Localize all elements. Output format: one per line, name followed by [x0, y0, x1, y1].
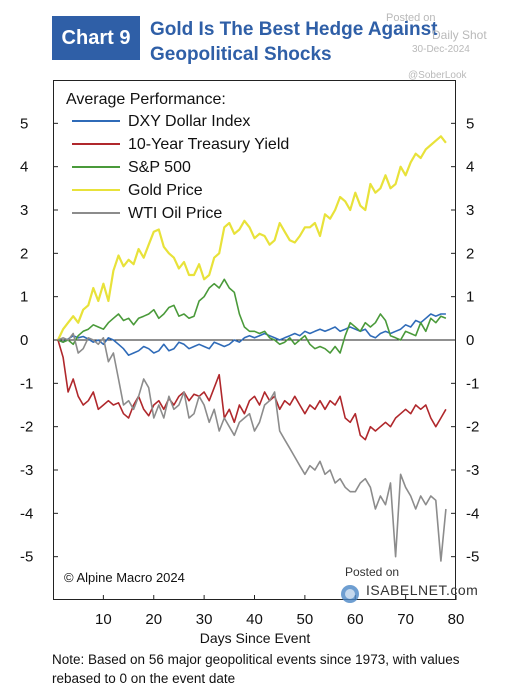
watermark-daily-shot: Daily Shot [432, 28, 487, 42]
y-tick-label-right: -1 [466, 375, 479, 392]
y-tick-label-right: 3 [466, 202, 474, 219]
x-tick-label: 20 [145, 611, 162, 628]
chart-title: Gold Is The Best Hedge Against Geopoliti… [150, 19, 438, 65]
chart-number-badge: Chart 9 [52, 16, 140, 60]
y-tick-label-right: 5 [466, 115, 474, 132]
watermark-date: 30-Dec-2024 [412, 44, 470, 55]
y-tick-label-right: 4 [466, 159, 474, 176]
isabelnet-posted-on: Posted on [345, 565, 400, 579]
footnote: Note: Based on 56 major geopolitical eve… [52, 652, 460, 686]
isabelnet-logo-icon [341, 585, 359, 603]
legend-label-3: Gold Price [128, 182, 203, 199]
y-tick-label-left: -2 [20, 419, 33, 436]
series-line-3 [57, 135, 447, 341]
copyright-text: © Alpine Macro 2024 [64, 570, 185, 585]
y-tick-label-left: -4 [20, 505, 33, 522]
series-line-0 [57, 313, 446, 357]
y-tick-label-left: 2 [20, 245, 28, 262]
series-line-4 [57, 332, 447, 562]
y-tick-label-right: -3 [466, 462, 479, 479]
isabelnet-name: ISABELNET.com [366, 582, 479, 598]
x-tick-label: 60 [347, 611, 364, 628]
x-tick-label: 80 [448, 611, 465, 628]
y-tick-label-left: 1 [20, 289, 28, 306]
x-tick-label: 50 [297, 611, 314, 628]
y-tick-label-right: -5 [466, 549, 479, 566]
y-tick-label-right: 2 [466, 245, 474, 262]
y-tick-label-left: 0 [20, 332, 28, 349]
x-axis-title: Days Since Event [199, 630, 311, 646]
series-line-2 [57, 278, 447, 354]
series-line-1 [57, 339, 447, 441]
y-tick-label-right: -4 [466, 505, 479, 522]
x-tick-label: 30 [196, 611, 213, 628]
watermark-posted-on: Posted on [386, 12, 436, 24]
y-tick-label-left: 3 [20, 202, 28, 219]
x-tick-label: 10 [95, 611, 112, 628]
y-tick-label-left: 5 [20, 115, 28, 132]
legend-label-4: WTI Oil Price [128, 205, 222, 222]
watermark-handle: @SoberLook [408, 70, 467, 81]
legend-label-0: DXY Dollar Index [128, 113, 250, 130]
y-tick-label-left: -5 [20, 549, 33, 566]
y-tick-label-left: -3 [20, 462, 33, 479]
legend-label-2: S&P 500 [128, 159, 191, 176]
y-tick-label-right: 1 [466, 289, 474, 306]
y-tick-label-right: 0 [466, 332, 474, 349]
y-tick-label-left: -1 [20, 375, 33, 392]
x-tick-label: 70 [397, 611, 414, 628]
legend-label-1: 10-Year Treasury Yield [128, 136, 289, 153]
x-tick-label: 40 [246, 611, 263, 628]
y-tick-label-right: -2 [466, 419, 479, 436]
y-tick-label-left: 4 [20, 159, 28, 176]
legend-title: Average Performance: [66, 91, 226, 108]
